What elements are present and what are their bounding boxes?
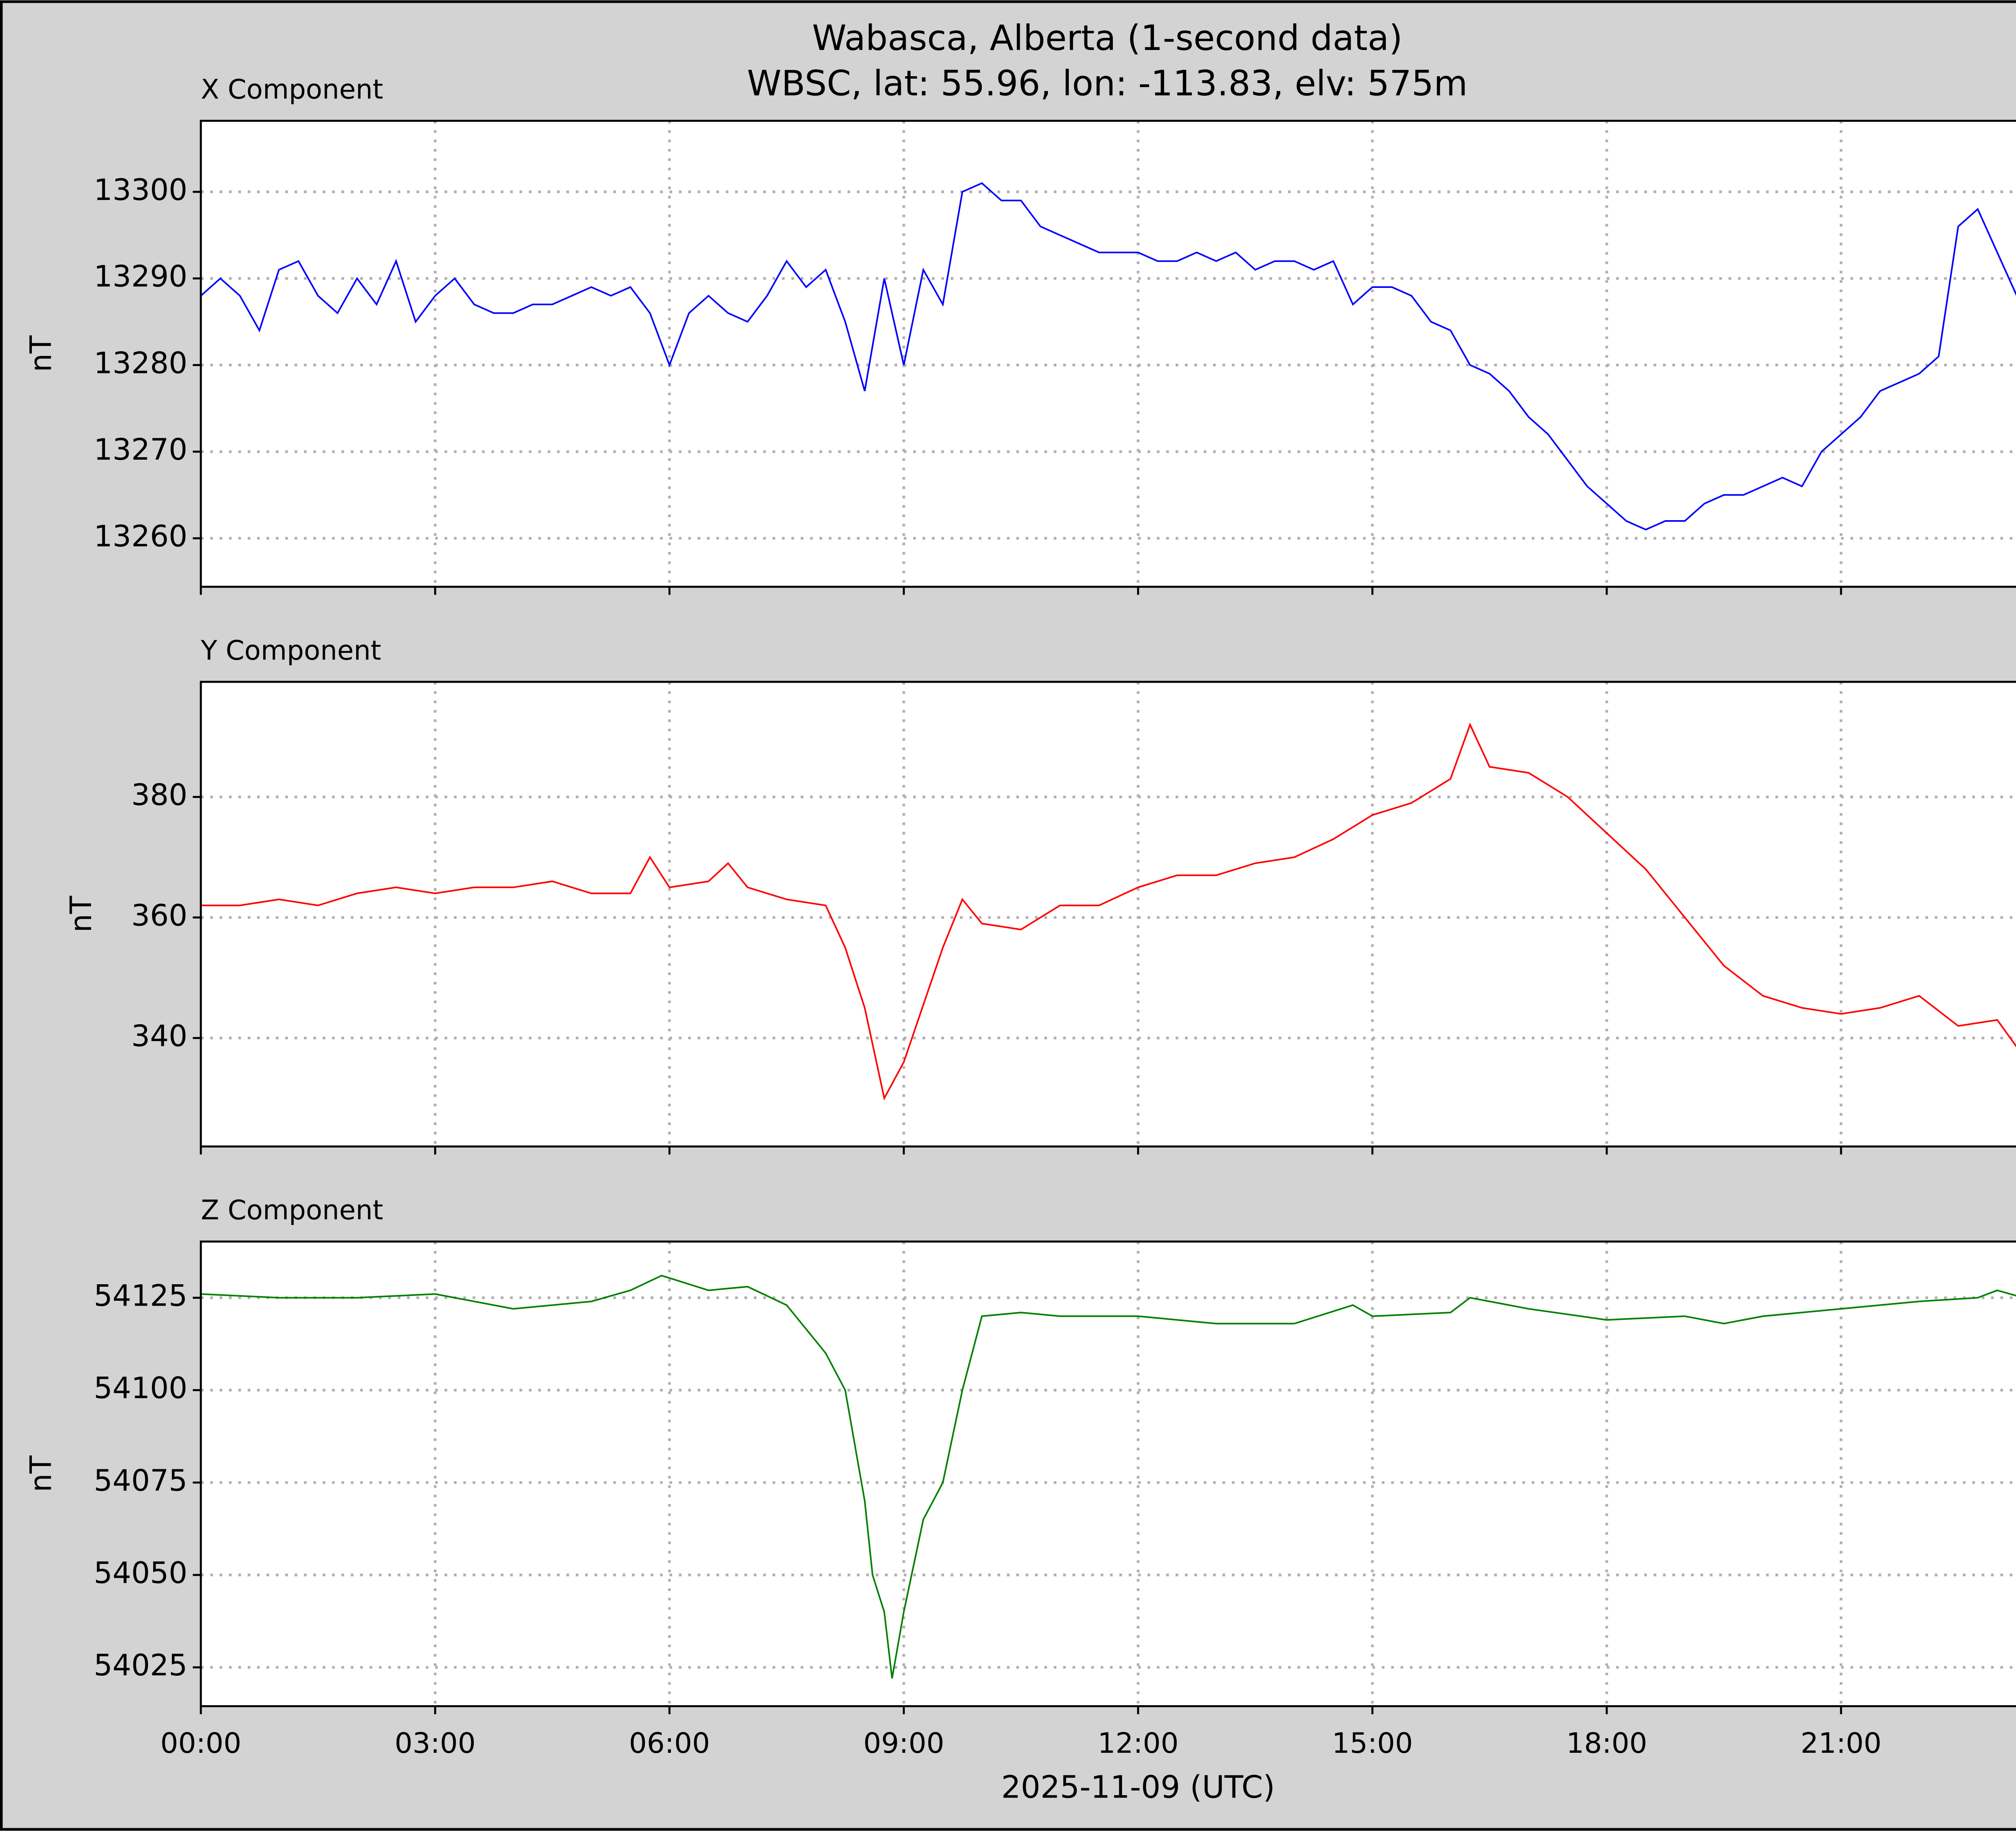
- title-line: Wabasca, Alberta (1-second data): [812, 18, 1403, 58]
- x-tick-label: 09:00: [863, 1727, 944, 1760]
- y-tick-label: 13270: [94, 433, 187, 467]
- y-axis-label: nT: [24, 1455, 58, 1492]
- title-line: WBSC, lat: 55.96, lon: -113.83, elv: 575…: [747, 64, 1468, 104]
- data-line: [201, 1275, 2016, 1679]
- x-tick-label: 00:00: [160, 1727, 242, 1760]
- x-axis-label: 2025-11-09 (UTC): [1001, 1769, 1275, 1805]
- x-tick-label: 03:00: [395, 1727, 476, 1760]
- y-tick-label: 54050: [94, 1556, 187, 1590]
- plot-frame: [200, 120, 2016, 588]
- data-line: [201, 722, 2016, 1101]
- panel-title: X Component: [201, 74, 383, 105]
- y-tick-label: 380: [131, 778, 187, 812]
- y-axis-label: nT: [24, 335, 58, 372]
- plot-frame: [200, 681, 2016, 1148]
- panel-title: Z Component: [201, 1194, 383, 1226]
- y-tick-label: 54025: [94, 1648, 187, 1683]
- y-tick-label: 340: [131, 1019, 187, 1053]
- y-tick-label: 13260: [94, 519, 187, 554]
- y-axis-label: nT: [64, 896, 98, 932]
- y-tick-label: 54075: [94, 1464, 187, 1498]
- x-tick-label: 21:00: [1801, 1727, 1882, 1760]
- x-tick-label: 12:00: [1098, 1727, 1179, 1760]
- plot-area: [201, 1241, 2016, 1706]
- panel-title: Y Component: [200, 635, 381, 666]
- plot-area: [201, 682, 2016, 1147]
- y-tick-label: 13280: [94, 346, 187, 380]
- data-line: [200, 182, 2016, 531]
- y-tick-label: 360: [131, 898, 187, 933]
- x-tick-label: 06:00: [629, 1727, 710, 1760]
- plot-frame: [200, 1240, 2016, 1707]
- y-tick-label: 54100: [94, 1371, 187, 1406]
- y-tick-label: 13300: [94, 173, 187, 207]
- x-tick-label: 18:00: [1566, 1727, 1647, 1760]
- plot-area: [201, 121, 2016, 587]
- y-tick-label: 54125: [94, 1279, 187, 1313]
- x-tick-label: 15:00: [1332, 1727, 1413, 1760]
- y-tick-label: 13290: [94, 260, 187, 294]
